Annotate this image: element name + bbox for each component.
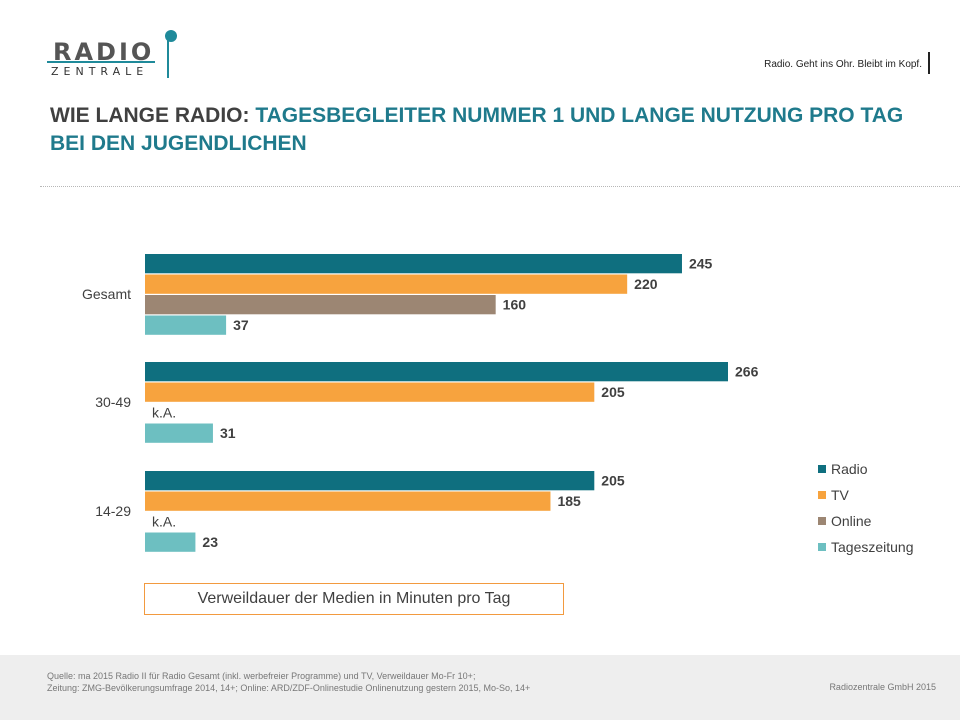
bar-tv-gesamt: [145, 274, 628, 294]
data-label-online-14-29: k.A.: [152, 514, 176, 530]
data-label-tv-gesamt: 220: [634, 276, 658, 292]
category-label-14-29: 14-29: [95, 503, 131, 519]
legend-swatch-tv: [818, 491, 826, 499]
bar-tv-30-49: [145, 382, 595, 402]
bar-tageszeitung-14-29: [145, 532, 196, 552]
source-note: Quelle: ma 2015 Radio II für Radio Gesam…: [47, 670, 687, 694]
logo-vertical-line: [167, 32, 169, 78]
data-label-tageszeitung-gesamt: 37: [233, 317, 249, 333]
legend-swatch-tageszeitung: [818, 543, 826, 551]
data-label-tageszeitung-30-49: 31: [220, 425, 236, 441]
chart-caption: Verweildauer der Medien in Minuten pro T…: [144, 583, 564, 615]
source-line-2: Zeitung: ZMG-Bevölkerungsumfrage 2014, 1…: [47, 683, 531, 693]
bar-tageszeitung-30-49: [145, 423, 213, 443]
category-label-30-49: 30-49: [95, 394, 131, 410]
slogan: Radio. Geht ins Ohr. Bleibt im Kopf.: [764, 59, 922, 70]
data-label-radio-30-49: 266: [735, 364, 759, 380]
data-label-online-gesamt: 160: [503, 297, 527, 313]
source-line-1: Quelle: ma 2015 Radio II für Radio Gesam…: [47, 671, 476, 681]
bar-tv-14-29: [145, 491, 551, 511]
legend-label-tv: TV: [831, 487, 850, 503]
page-title: WIE LANGE RADIO: TAGESBEGLEITER NUMMER 1…: [50, 102, 920, 158]
bar-chart: Gesamt 245 220 160 37 30-49 266 205 k.A. 31 14-29 2…: [82, 254, 914, 555]
logo-line: [47, 61, 155, 63]
legend-label-radio: Radio: [831, 461, 868, 477]
data-label-tv-30-49: 205: [601, 384, 625, 400]
category-label-gesamt: Gesamt: [82, 286, 131, 302]
logo-word-zentrale: ZENTRALE: [51, 65, 149, 78]
data-label-radio-14-29: 205: [601, 473, 625, 489]
legend-label-online: Online: [831, 513, 872, 529]
logo-dot: [165, 30, 177, 42]
legend-label-tageszeitung: Tageszeitung: [831, 539, 914, 555]
bar-radio-gesamt: [145, 254, 682, 274]
title-part-2: TAGESBEGLEITER NUMMER 1 UND LANGE NUTZUN…: [50, 104, 904, 155]
bar-online-gesamt: [145, 295, 496, 315]
data-label-online-30-49: k.A.: [152, 405, 176, 421]
data-label-radio-gesamt: 245: [689, 256, 713, 272]
footer: Quelle: ma 2015 Radio II für Radio Gesam…: [0, 655, 960, 720]
bar-radio-30-49: [145, 362, 728, 382]
title-divider: [40, 186, 960, 187]
title-part-1: WIE LANGE RADIO:: [50, 104, 250, 127]
radiozentrale-logo: RADIO ZENTRALE: [47, 28, 187, 80]
data-label-tageszeitung-14-29: 23: [202, 534, 218, 550]
data-label-tv-14-29: 185: [557, 493, 581, 509]
legend-swatch-radio: [818, 465, 826, 473]
slogan-divider: [928, 52, 930, 74]
legend-swatch-online: [818, 517, 826, 525]
copyright: Radiozentrale GmbH 2015: [829, 682, 936, 692]
bar-tageszeitung-gesamt: [145, 315, 227, 335]
bar-radio-14-29: [145, 471, 595, 491]
